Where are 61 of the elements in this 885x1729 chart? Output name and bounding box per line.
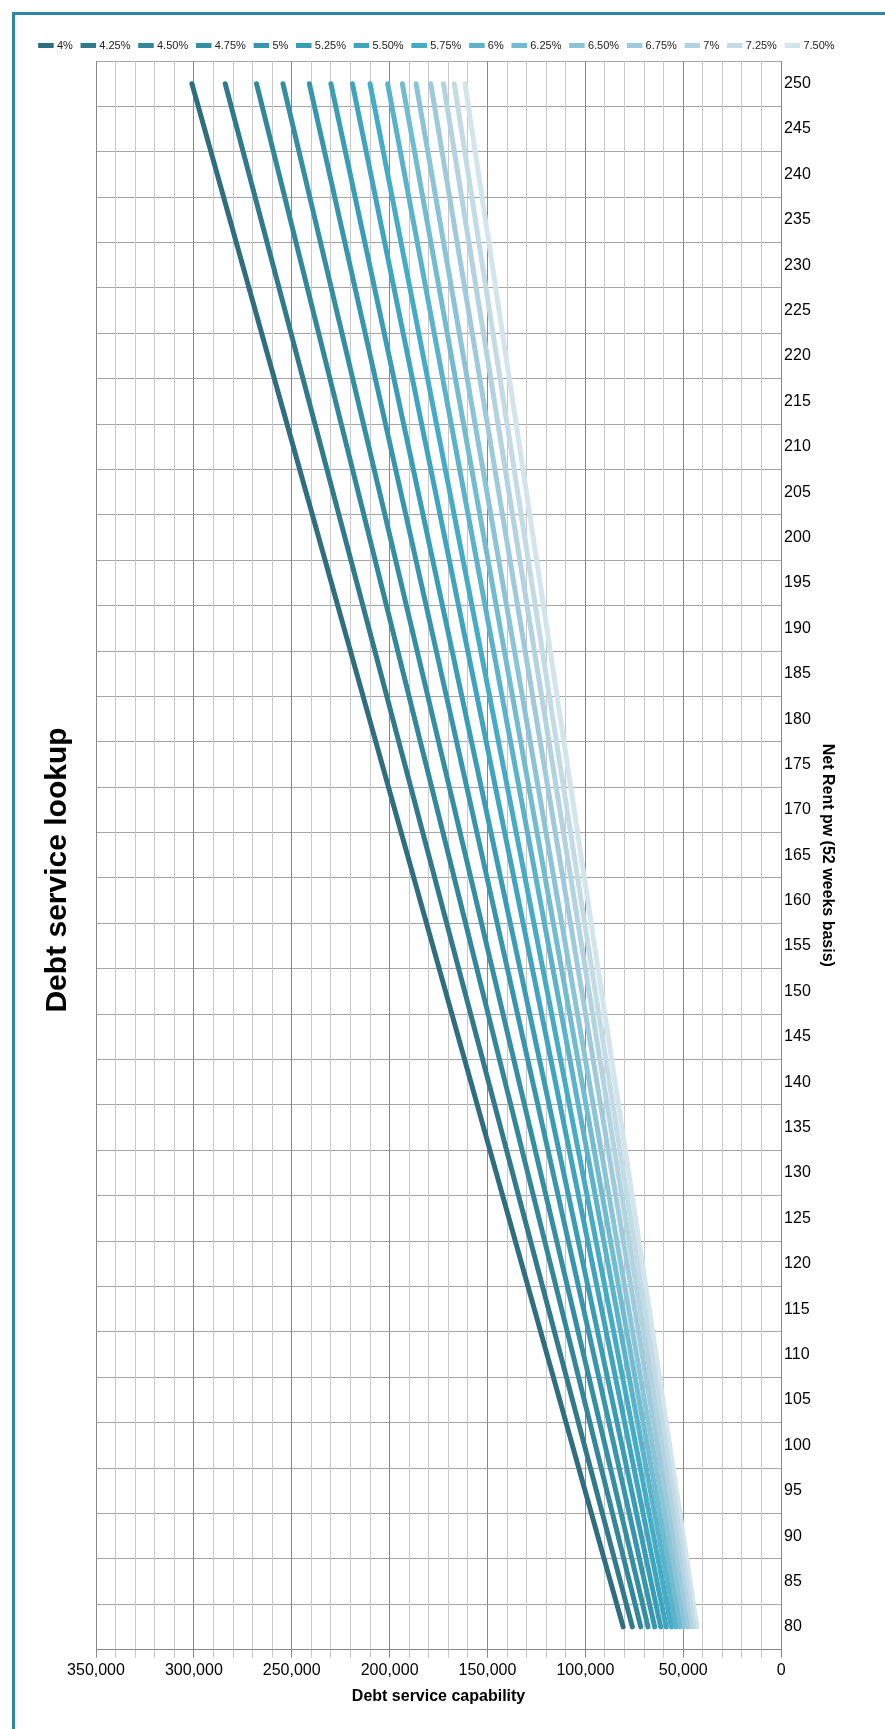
- x-tick-label: 350,000: [67, 1660, 126, 1678]
- y-tick-label: 190: [784, 618, 811, 636]
- y-tick-label: 160: [784, 891, 811, 909]
- y-tick-label: 235: [784, 210, 811, 228]
- y-tick-label: 80: [784, 1617, 802, 1635]
- y-tick-label: 185: [784, 664, 811, 682]
- y-tick-label: 200: [784, 527, 811, 545]
- legend-label: 5.50%: [372, 38, 404, 51]
- y-tick-label: 90: [784, 1526, 802, 1544]
- legend-label: 6.50%: [587, 38, 620, 51]
- legend-label: 4%: [56, 38, 74, 51]
- y-tick-label: 125: [784, 1208, 811, 1226]
- y-tick-label: 130: [784, 1163, 811, 1181]
- legend-label: 7.50%: [803, 38, 835, 51]
- y-tick-label: 155: [784, 936, 811, 954]
- x-tick-label: 100,000: [556, 1660, 615, 1678]
- y-tick-label: 245: [784, 119, 811, 137]
- y-tick-label: 100: [784, 1435, 811, 1453]
- y-tick-label: 215: [784, 391, 811, 409]
- y-tick-label: 115: [784, 1299, 810, 1317]
- legend-label: 5.25%: [314, 38, 347, 51]
- text: Debt service lookup: [39, 727, 73, 1013]
- x-tick-label: 0: [776, 1660, 786, 1678]
- x-tick-label: 200,000: [360, 1660, 419, 1678]
- x-tick-label: 50,000: [658, 1660, 708, 1678]
- legend-label: 6%: [487, 38, 504, 51]
- y-axis-title: Net Rent pw (52 weeks basis): [819, 743, 837, 967]
- x-tick-label: 300,000: [164, 1660, 223, 1678]
- y-tick-label: 175: [784, 754, 811, 772]
- y-tick-label: 205: [784, 482, 811, 500]
- y-tick-label: 165: [784, 845, 811, 863]
- y-tick-label: 105: [784, 1390, 811, 1408]
- y-tick-label: 225: [784, 301, 811, 319]
- y-tick-label: 120: [784, 1254, 811, 1272]
- legend-label: 5%: [272, 38, 289, 51]
- legend-label: 4.75%: [214, 38, 247, 51]
- y-tick-label: 240: [784, 164, 811, 182]
- y-tick-label: 170: [784, 800, 811, 818]
- legend-label: 5.75%: [430, 38, 462, 51]
- legend-label: 7%: [703, 38, 720, 51]
- y-tick-label: 220: [784, 346, 811, 364]
- y-tick-label: 85: [784, 1571, 802, 1589]
- y-tick-label: 180: [784, 709, 811, 727]
- y-tick-label: 210: [784, 437, 811, 455]
- legend-label: 7.25%: [745, 38, 778, 51]
- y-tick-label: 195: [784, 573, 811, 591]
- y-tick-label: 140: [784, 1072, 811, 1090]
- y-tick-label: 230: [784, 255, 811, 273]
- legend-label: 4.50%: [157, 38, 189, 51]
- legend-label: 6.75%: [645, 38, 678, 51]
- x-tick-label: 150,000: [458, 1660, 517, 1678]
- y-tick-label: 145: [784, 1027, 811, 1045]
- x-axis-title: Debt service capability: [351, 1686, 526, 1704]
- y-tick-label: 95: [784, 1481, 802, 1499]
- x-tick-label: 250,000: [262, 1660, 321, 1678]
- y-tick-label: 150: [784, 981, 811, 999]
- y-tick-label: 110: [784, 1344, 810, 1362]
- legend-label: 6.25%: [530, 38, 562, 51]
- y-tick-label: 135: [784, 1118, 811, 1136]
- y-tick-label: 250: [784, 74, 811, 92]
- legend-label: 4.25%: [99, 38, 131, 51]
